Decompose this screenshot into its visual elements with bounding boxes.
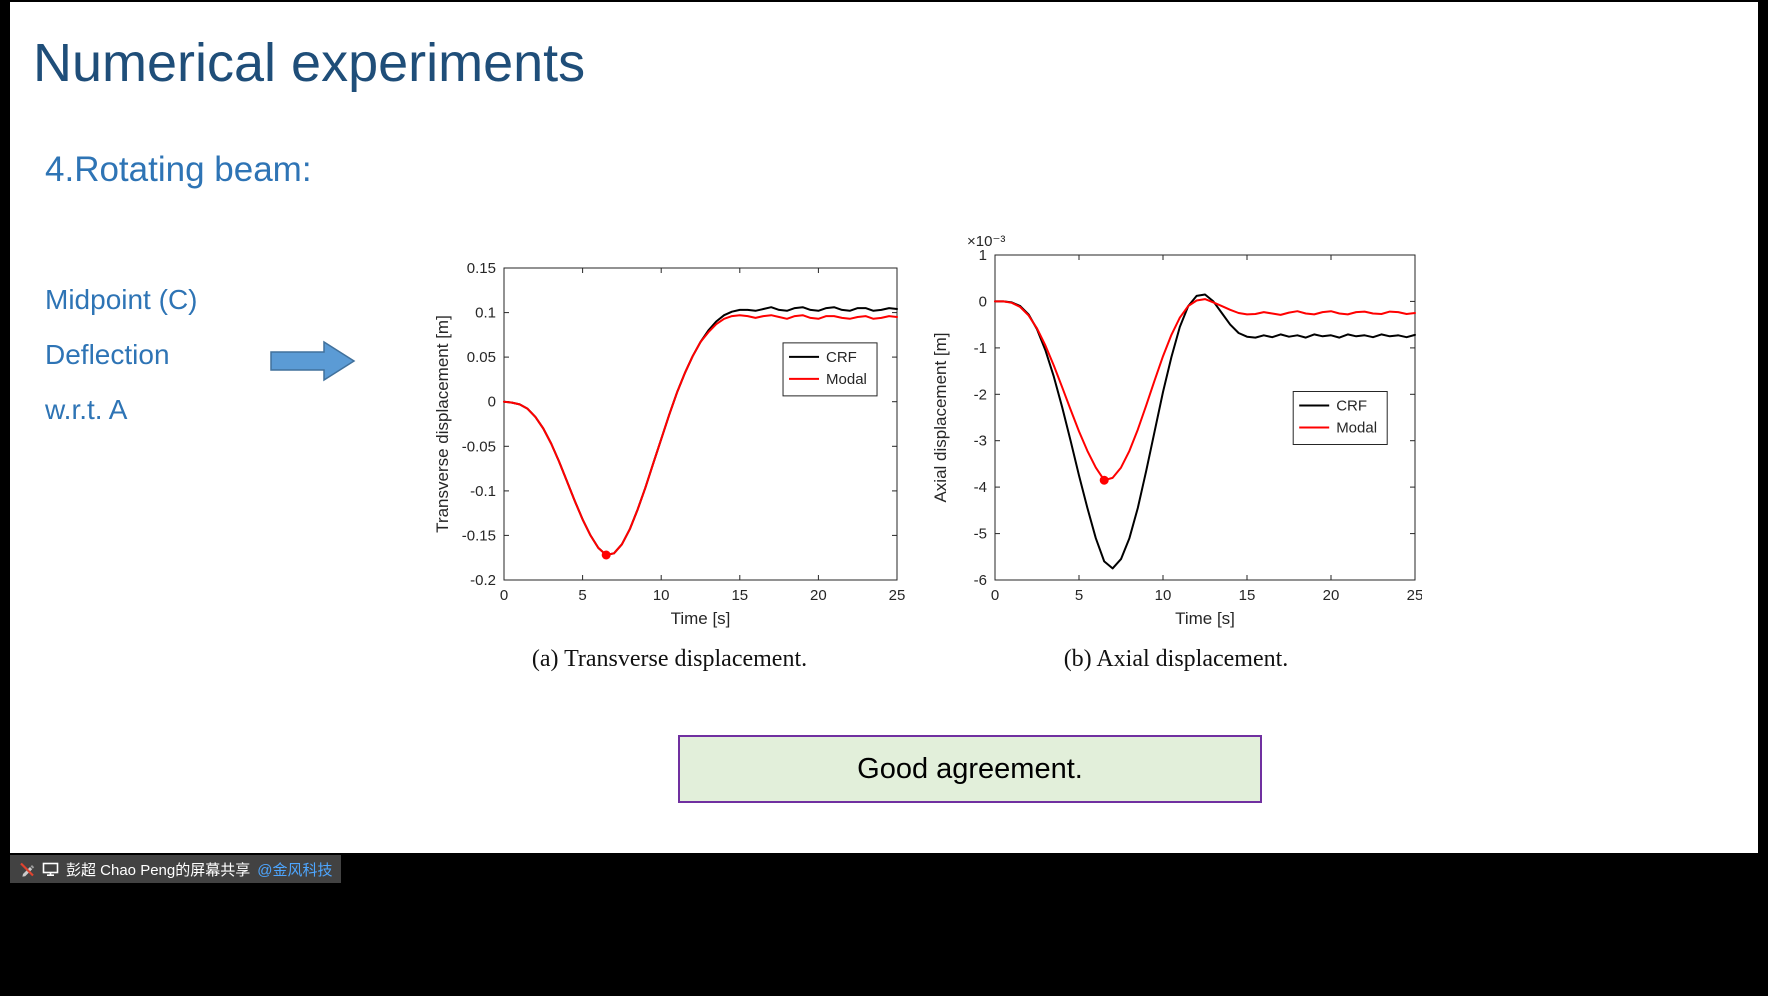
svg-text:-5: -5 [974,526,987,543]
svg-text:10: 10 [1155,587,1172,604]
annotation-disabled-icon [19,861,35,877]
svg-text:-4: -4 [974,479,987,496]
svg-text:0: 0 [500,587,508,604]
svg-text:0: 0 [991,587,999,604]
svg-text:CRF: CRF [1336,398,1367,415]
svg-text:-3: -3 [974,433,987,450]
conclusion-text: Good agreement. [857,752,1083,785]
bottom-bar: 彭超 Chao Peng的屏幕共享 @金风科技 [0,853,1768,996]
svg-text:Transverse displacement [m]: Transverse displacement [m] [433,315,452,533]
slide-title: Numerical experiments [33,33,586,93]
right-arrow-icon [270,340,356,382]
svg-text:CRF: CRF [826,349,857,366]
screen-share-icon [42,861,59,877]
svg-text:0: 0 [979,293,987,310]
svg-text:0: 0 [488,394,496,411]
svg-text:-0.2: -0.2 [470,572,496,589]
svg-text:25: 25 [1407,587,1422,604]
slide-subtitle: 4.Rotating beam: [45,150,312,189]
svg-text:Axial displacement [m]: Axial displacement [m] [931,332,950,502]
svg-text:15: 15 [1239,587,1256,604]
svg-text:0.15: 0.15 [467,260,496,277]
svg-text:20: 20 [1323,587,1340,604]
svg-text:0.1: 0.1 [475,305,496,322]
svg-text:-0.15: -0.15 [462,527,496,544]
side-label-wrt-a: w.r.t. A [45,394,128,425]
caption-transverse: (a) Transverse displacement. [531,646,808,672]
svg-text:Modal: Modal [1336,420,1377,437]
slide: Numerical experiments 4.Rotating beam: M… [10,2,1758,853]
side-label-deflection: Deflection [45,339,170,370]
svg-text:20: 20 [810,587,827,604]
svg-text:Time [s]: Time [s] [1175,609,1235,628]
svg-text:10: 10 [653,587,670,604]
svg-text:-6: -6 [974,572,987,589]
svg-text:-0.1: -0.1 [470,483,496,500]
svg-text:-2: -2 [974,386,987,403]
chart-transverse: 0 5 10 15 20 25 -0.2 -0.15 -0.1 -0.05 0 0.05 0.1 0.15… [432,256,907,637]
conclusion-box: Good agreement. [678,735,1262,803]
caption-axial: (b) Axial displacement. [1063,646,1289,672]
screen-share-chip: 彭超 Chao Peng的屏幕共享 @金风科技 [10,855,342,883]
svg-text:5: 5 [1075,587,1083,604]
svg-text:×10⁻³: ×10⁻³ [967,233,1005,250]
svg-text:Time [s]: Time [s] [671,609,731,628]
svg-text:1: 1 [979,247,987,264]
svg-text:15: 15 [731,587,748,604]
share-company-link[interactable]: @金风科技 [257,861,333,879]
side-label-midpoint: Midpoint (C) [45,284,198,315]
svg-text:-1: -1 [974,340,987,357]
chart-axial: 0 5 10 15 20 25 -6 -5 -4 -3 -2 -1 0 1 CRF Modal Time [s]… [930,228,1423,637]
svg-text:Modal: Modal [826,371,867,388]
svg-text:25: 25 [889,587,906,604]
share-text: 彭超 Chao Peng的屏幕共享 [66,861,251,879]
svg-text:0.05: 0.05 [467,349,496,366]
svg-text:-0.05: -0.05 [462,438,496,455]
svg-text:5: 5 [578,587,586,604]
